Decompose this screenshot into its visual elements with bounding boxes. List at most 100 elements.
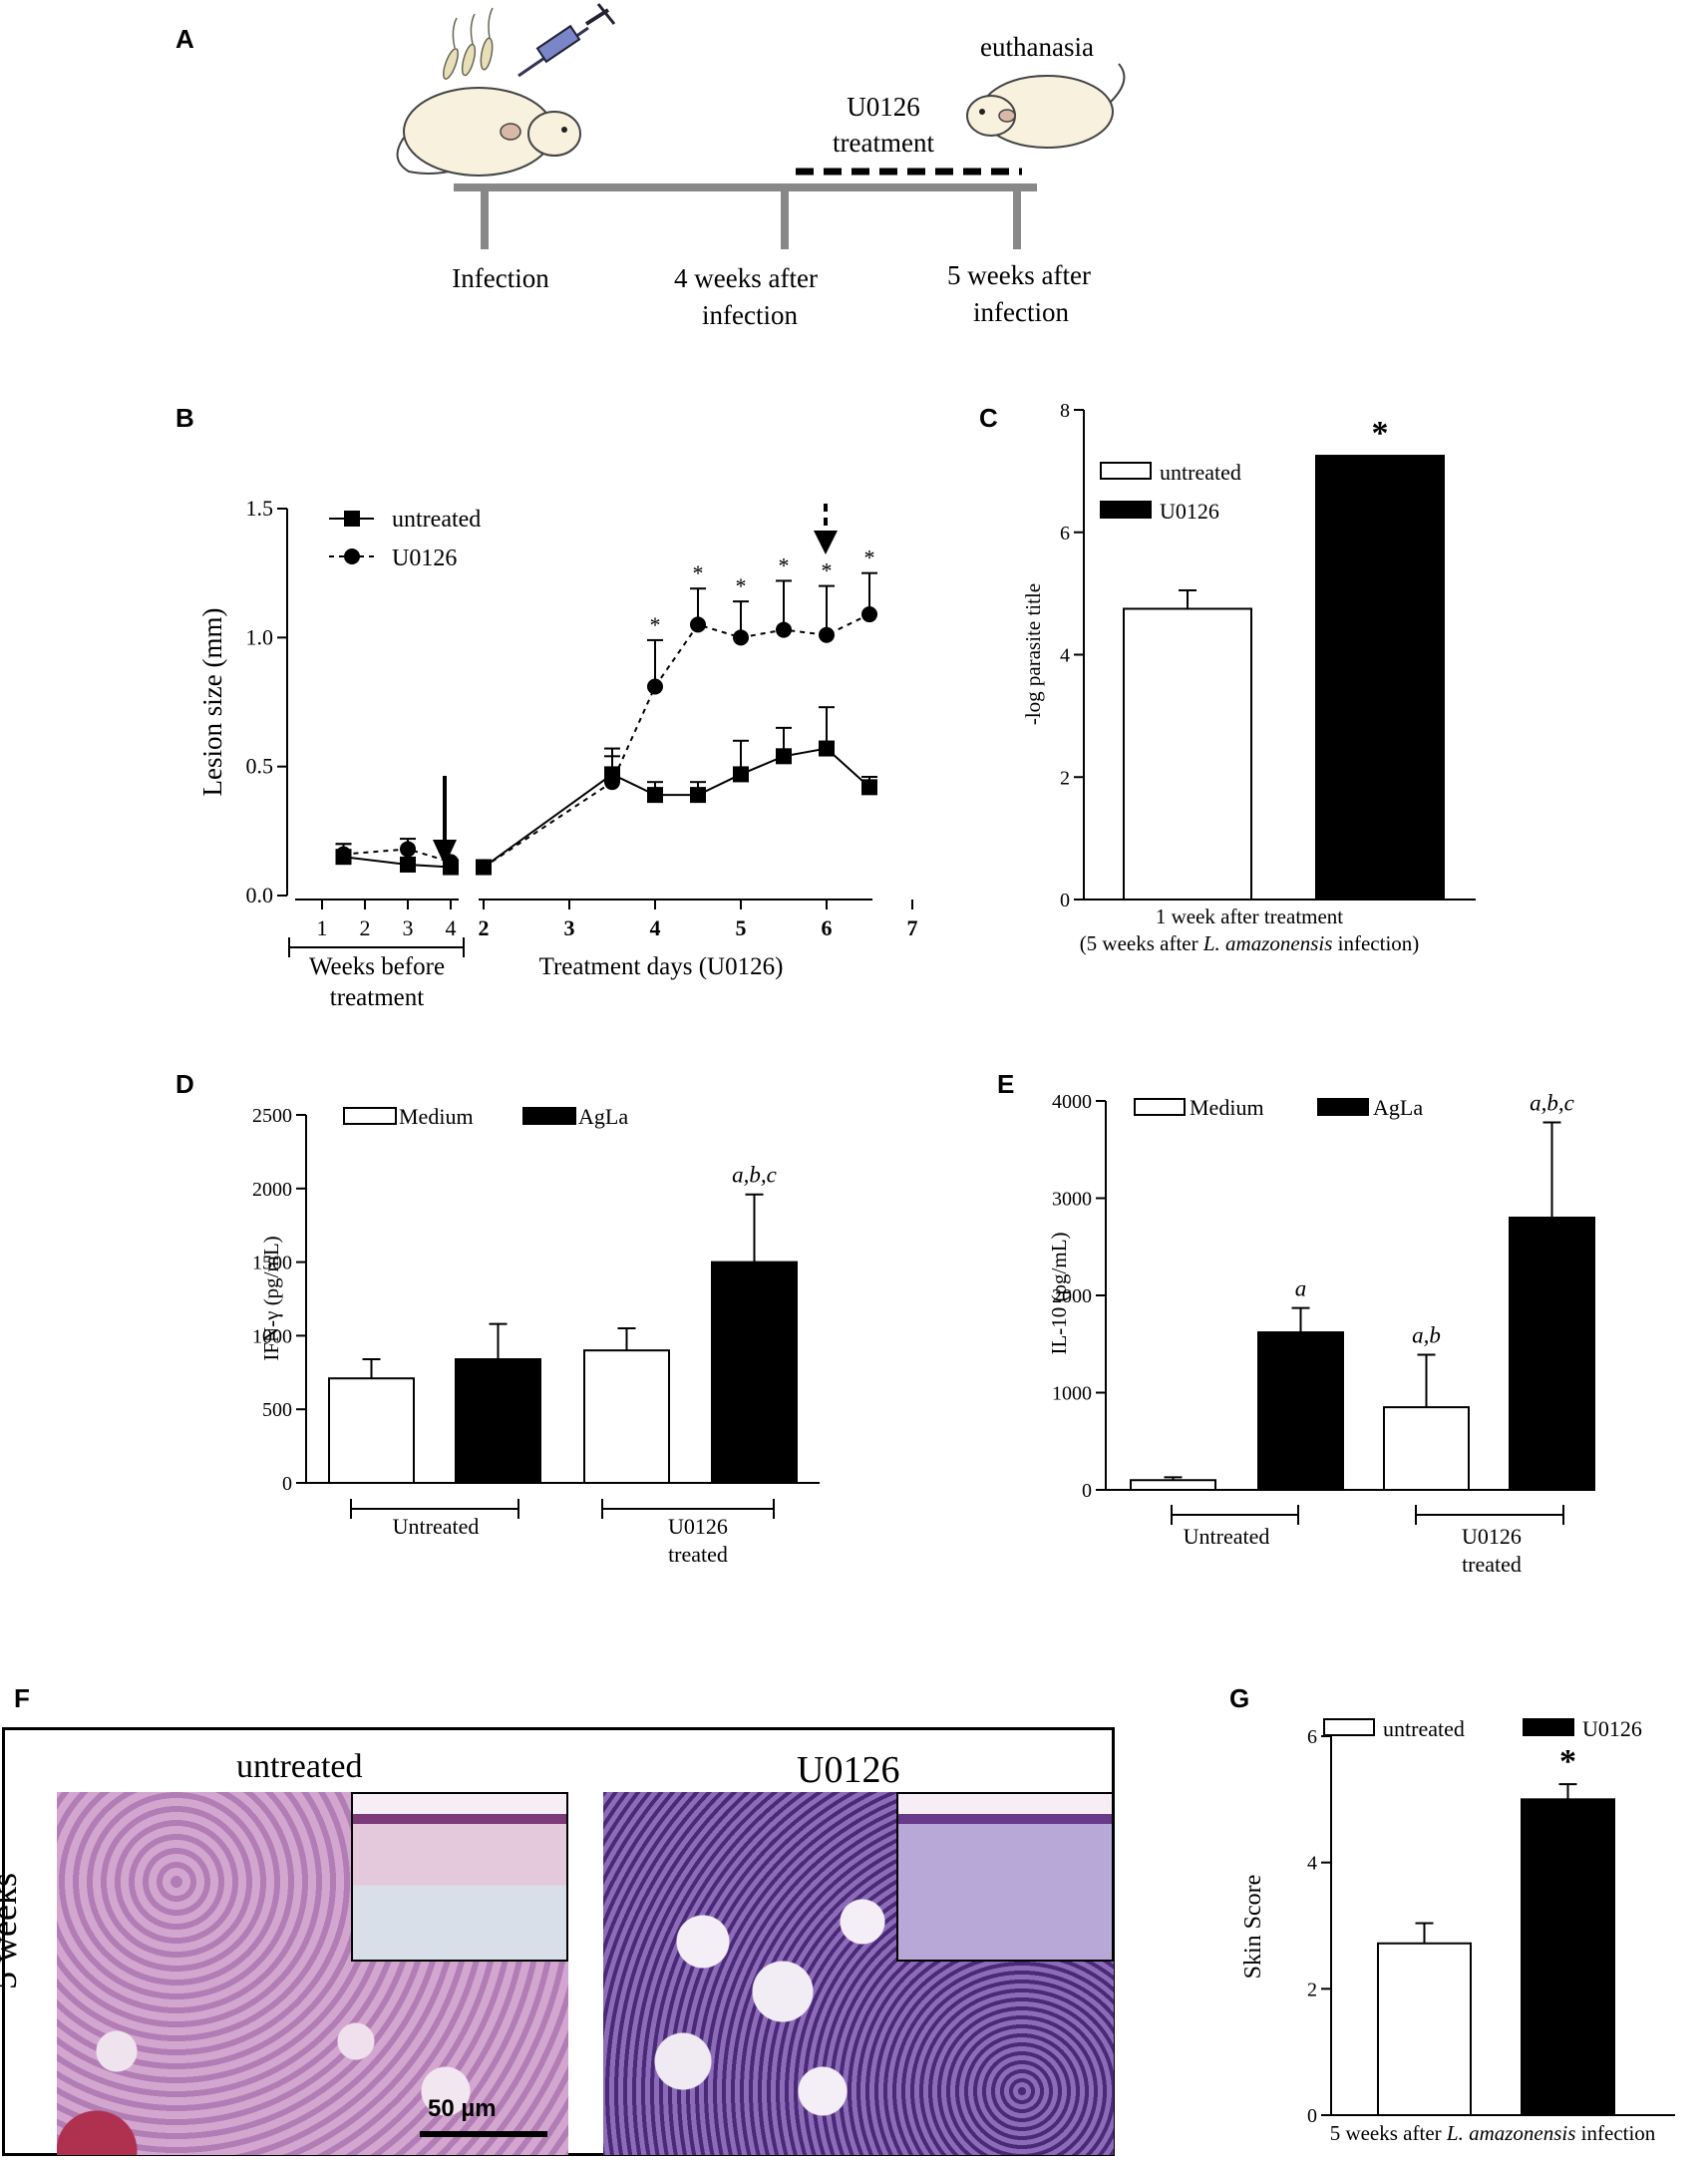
- histology-title-untreated: untreated: [236, 1748, 363, 1785]
- g-y-tick-label: 6: [1307, 1726, 1317, 1748]
- panel-letter-b: B: [175, 403, 194, 433]
- c-y-tick-label: 2: [1060, 767, 1070, 789]
- c-y-tick-label: 8: [1060, 400, 1070, 422]
- parasite-icon: [443, 7, 494, 80]
- c-x-axis-label-line2: (5 weeks after L. amazonensis infection): [1080, 931, 1420, 955]
- b-point-untreated: [776, 748, 792, 765]
- e-legend-swatch: [1317, 1098, 1369, 1116]
- d-legend-medium: Medium: [399, 1104, 474, 1129]
- b-point-U0126: [476, 859, 492, 876]
- b-y-tick-label: 0.5: [246, 754, 274, 779]
- treatment-label-line1: U0126: [847, 92, 920, 122]
- d-group-untreated-label: Untreated: [393, 1514, 480, 1539]
- e-bar: [1509, 1217, 1595, 1491]
- histology-image-untreated: 50 µm: [57, 1792, 568, 2155]
- d-significance-marker: a,b,c: [732, 1163, 777, 1188]
- mouse-euthanasia-icon: [966, 63, 1126, 149]
- b-significance-marker: *: [736, 573, 747, 598]
- d-y-tick-label: 0: [282, 1473, 292, 1495]
- infection-label: Infection: [452, 263, 549, 293]
- e-y-tick-label: 4000: [1052, 1091, 1092, 1113]
- g-y-tick-label: 0: [1307, 2105, 1317, 2127]
- panel-letter-e: E: [997, 1069, 1015, 1099]
- week5-label-line2: infection: [973, 297, 1069, 327]
- e-y-tick-label: 3000: [1052, 1189, 1092, 1211]
- d-legend-swatch: [343, 1107, 397, 1125]
- b-legend-u0126: U0126: [392, 545, 457, 571]
- b-y-tick-label: 1.0: [246, 624, 274, 649]
- g-y-axis-label: Skin Score: [1240, 1875, 1266, 1980]
- b-arrow-solid-head: [433, 840, 457, 866]
- d-y-tick-label: 2000: [252, 1179, 292, 1201]
- b-point-untreated: [647, 787, 663, 804]
- e-y-axis-label: IL-10 (pg/mL): [1047, 1232, 1071, 1354]
- histology-inset-untreated: [351, 1792, 568, 1962]
- c-y-axis-label: -log parasite title: [1021, 583, 1045, 725]
- c-significance-marker: *: [1372, 415, 1389, 452]
- d-bar: [328, 1377, 415, 1484]
- b-y-axis-label: Lesion size (mm): [197, 608, 227, 797]
- b-significance-marker: *: [779, 552, 790, 577]
- b-x-tick-label-seg2: 3: [564, 915, 575, 940]
- b-legend-marker-untreated: [344, 511, 360, 527]
- histology-image-u0126: [603, 1792, 1114, 2155]
- c-legend-swatch: [1100, 462, 1152, 480]
- b-x-tick-label-seg2: 4: [650, 915, 661, 940]
- c-legend-untreated: untreated: [1160, 460, 1241, 485]
- b-x-tick-label-seg1: 4: [446, 915, 457, 940]
- d-bar: [455, 1358, 541, 1484]
- panel-letter-a: A: [175, 24, 194, 54]
- b-point-untreated: [861, 779, 877, 796]
- e-y-tick-label: 2000: [1052, 1285, 1092, 1307]
- b-point-U0126: [604, 774, 620, 791]
- b-group-label-line1: Weeks before: [309, 953, 445, 980]
- g-bar: [1377, 1942, 1472, 2116]
- d-y-tick-label: 1000: [252, 1325, 292, 1347]
- g-y-tick-label: 2: [1307, 1979, 1317, 2000]
- c-bar: [1123, 607, 1252, 901]
- b-x-tick-label-seg2: 7: [907, 915, 918, 940]
- b-x-axis-label: Treatment days (U0126): [539, 953, 784, 980]
- b-point-untreated: [733, 766, 749, 783]
- b-point-U0126: [400, 841, 416, 858]
- b-arrow-dashed-head: [814, 531, 838, 554]
- d-group-treated-label-line1: U0126: [668, 1514, 728, 1539]
- b-legend-marker-u0126: [344, 548, 360, 564]
- b-significance-marker: *: [822, 558, 833, 583]
- b-x-tick-label-seg2: 5: [736, 915, 747, 940]
- b-significance-marker: *: [864, 545, 875, 570]
- panel-letter-c: C: [979, 403, 998, 433]
- histology-inset-u0126: [896, 1792, 1114, 1962]
- histology-title-u0126: U0126: [797, 1749, 900, 1791]
- b-point-U0126: [776, 621, 792, 638]
- c-legend-u0126: U0126: [1160, 499, 1219, 524]
- b-group-label-line2: treatment: [330, 984, 424, 1011]
- b-x-tick-label-seg1: 1: [317, 915, 328, 940]
- d-group-treated-label-line2: treated: [668, 1542, 728, 1567]
- d-y-axis-label: IFN-γ (pg/mL): [259, 1236, 283, 1360]
- b-point-untreated: [690, 787, 706, 804]
- c-x-axis-label-line1: 1 week after treatment: [1156, 904, 1343, 928]
- g-significance-marker: *: [1559, 1743, 1576, 1780]
- b-point-U0126: [647, 678, 663, 695]
- c-y-tick-label: 6: [1060, 523, 1070, 544]
- b-x-tick-label-seg1: 3: [403, 915, 414, 940]
- c-bar: [1315, 455, 1445, 901]
- e-legend-medium: Medium: [1190, 1095, 1264, 1120]
- e-significance-marker: a: [1295, 1276, 1307, 1301]
- d-y-tick-label: 500: [262, 1399, 292, 1421]
- d-y-tick-label: 2500: [252, 1105, 292, 1127]
- d-bar: [583, 1349, 670, 1485]
- e-significance-marker: a,b: [1412, 1322, 1441, 1347]
- panel-letter-f: F: [14, 1683, 30, 1713]
- b-y-tick-label: 0.0: [246, 883, 274, 907]
- e-y-tick-label: 0: [1082, 1480, 1092, 1502]
- b-series-line-U0126: [483, 613, 870, 869]
- b-point-untreated: [400, 856, 416, 873]
- b-x-tick-label-seg1: 2: [360, 915, 371, 940]
- b-x-tick-label-seg2: 2: [479, 915, 490, 940]
